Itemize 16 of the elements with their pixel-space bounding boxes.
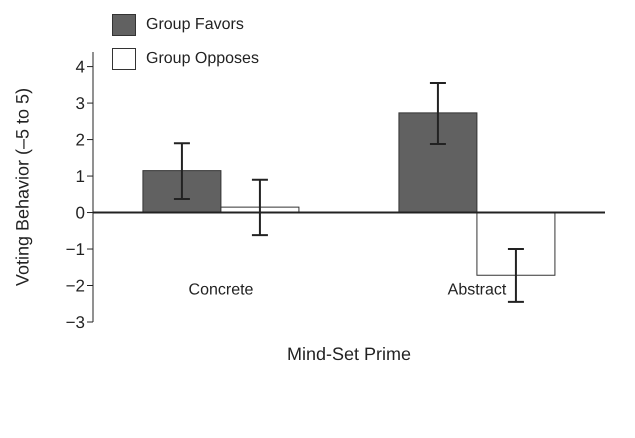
- y-tick-label: 0: [76, 204, 85, 223]
- y-axis-title: Voting Behavior (–5 to 5): [12, 88, 32, 286]
- y-tick-label: −2: [66, 276, 85, 296]
- x-tick-label: Concrete: [188, 282, 254, 298]
- y-tick-label: −3: [66, 313, 85, 332]
- y-tick-label: 2: [76, 130, 85, 150]
- y-tick-label: −1: [66, 240, 85, 260]
- y-tick-label: 3: [76, 94, 85, 114]
- x-tick-label: Abstract: [448, 282, 507, 298]
- x-axis-title: Mind-Set Prime: [286, 344, 412, 364]
- legend-label: Group Opposes: [146, 50, 259, 68]
- bar: [398, 112, 478, 214]
- y-tick-label: 4: [76, 58, 85, 77]
- y-tick-label: 1: [76, 167, 85, 186]
- legend-label: Group Favors: [146, 16, 244, 34]
- bar: [476, 212, 556, 276]
